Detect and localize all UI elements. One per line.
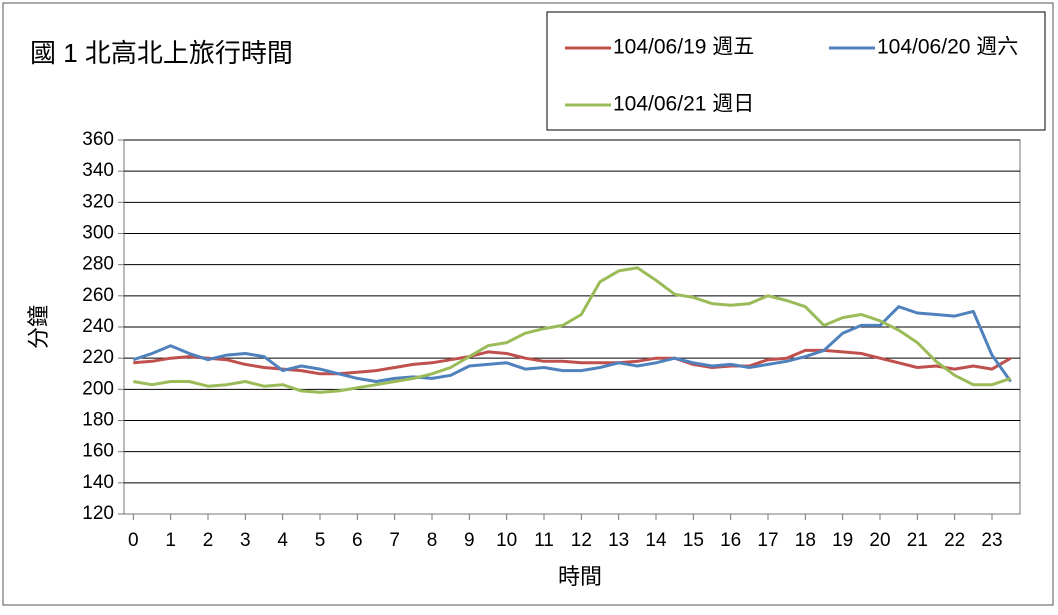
y-tick-label: 280 bbox=[82, 254, 114, 275]
x-tick-label: 20 bbox=[869, 530, 890, 551]
y-tick-label: 140 bbox=[82, 472, 114, 493]
y-tick-label: 240 bbox=[82, 316, 114, 337]
x-tick-label: 6 bbox=[352, 530, 363, 551]
y-tick-label: 180 bbox=[82, 410, 114, 431]
x-tick-label: 17 bbox=[757, 530, 778, 551]
x-tick-label: 8 bbox=[427, 530, 438, 551]
y-tick-label: 160 bbox=[82, 441, 114, 462]
x-tick-label: 2 bbox=[203, 530, 214, 551]
x-tick-label: 1 bbox=[165, 530, 176, 551]
legend-box bbox=[546, 11, 1046, 131]
legend-label: 104/06/19 週五 bbox=[613, 36, 754, 59]
x-tick-label: 4 bbox=[277, 530, 288, 551]
legend-label: 104/06/21 週日 bbox=[613, 93, 754, 116]
x-tick-label: 3 bbox=[240, 530, 251, 551]
chart-title: 國 1 北高北上旅行時間 bbox=[30, 38, 293, 68]
series-line bbox=[132, 305, 1012, 383]
x-tick-label: 19 bbox=[832, 530, 853, 551]
y-tick-label: 200 bbox=[82, 378, 114, 399]
y-tick-label: 260 bbox=[82, 285, 114, 306]
y-tick-label: 120 bbox=[82, 503, 114, 524]
x-tick-label: 18 bbox=[795, 530, 816, 551]
y-tick-label: 360 bbox=[82, 129, 114, 150]
legend-label: 104/06/20 週六 bbox=[877, 36, 1018, 59]
y-tick-label: 340 bbox=[82, 160, 114, 181]
x-tick-label: 14 bbox=[645, 530, 667, 551]
x-tick-label: 21 bbox=[907, 530, 928, 551]
x-tick-label: 0 bbox=[128, 530, 139, 551]
x-tick-label: 12 bbox=[571, 530, 592, 551]
x-tick-label: 5 bbox=[315, 530, 326, 551]
y-tick-label: 300 bbox=[82, 223, 114, 244]
x-tick-label: 9 bbox=[464, 530, 475, 551]
x-tick-label: 23 bbox=[981, 530, 1002, 551]
x-tick-label: 22 bbox=[944, 530, 965, 551]
x-tick-label: 15 bbox=[683, 530, 704, 551]
series-line bbox=[133, 266, 1012, 394]
x-tick-label: 7 bbox=[389, 530, 400, 551]
y-axis-label: 分鐘 bbox=[26, 305, 51, 349]
x-axis-label: 時間 bbox=[558, 564, 602, 589]
x-tick-label: 13 bbox=[608, 530, 629, 551]
x-tick-label: 16 bbox=[720, 530, 741, 551]
x-tick-label: 11 bbox=[534, 530, 554, 551]
y-tick-label: 320 bbox=[82, 191, 114, 212]
y-tick-label: 220 bbox=[82, 347, 114, 368]
x-tick-label: 10 bbox=[496, 530, 517, 551]
